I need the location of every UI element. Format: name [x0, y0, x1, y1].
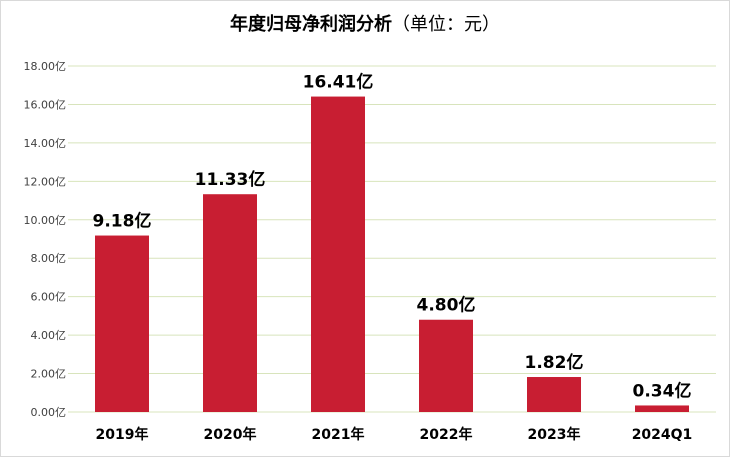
y-tick-label: 6.00亿: [31, 291, 67, 304]
chart-title-main: 年度归母净利润分析: [230, 14, 392, 35]
data-label: 4.80亿: [417, 295, 476, 316]
x-tick-label: 2024Q1: [632, 427, 693, 443]
chart-title: 年度归母净利润分析（单位：元）: [0, 10, 730, 36]
bar: [635, 405, 689, 412]
bar: [203, 194, 257, 412]
y-tick-label: 16.00亿: [24, 98, 67, 111]
x-tick-label: 2019年: [96, 426, 149, 443]
y-tick-label: 2.00亿: [31, 368, 67, 381]
bar: [95, 235, 149, 412]
data-label: 11.33亿: [195, 169, 266, 190]
bar: [311, 96, 365, 413]
x-tick-label: 2022年: [420, 426, 473, 443]
data-label: 1.82亿: [525, 352, 584, 373]
y-tick-label: 14.00亿: [24, 137, 67, 150]
x-tick-label: 2021年: [312, 426, 365, 443]
x-tick-label: 2020年: [204, 426, 257, 443]
y-tick-label: 0.00亿: [31, 406, 67, 419]
y-tick-label: 18.00亿: [24, 60, 67, 73]
bar: [527, 377, 581, 412]
data-label: 16.41亿: [303, 72, 374, 93]
x-tick-label: 2023年: [528, 426, 581, 443]
chart-title-unit: （单位：元）: [392, 14, 500, 35]
y-tick-label: 4.00亿: [31, 329, 67, 342]
y-tick-label: 10.00亿: [24, 214, 67, 227]
data-label: 9.18亿: [93, 211, 152, 232]
y-tick-label: 12.00亿: [24, 175, 67, 188]
bar: [419, 319, 473, 412]
y-tick-label: 8.00亿: [31, 252, 67, 265]
data-label: 0.34亿: [633, 380, 692, 401]
